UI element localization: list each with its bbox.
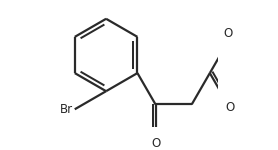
Text: O: O bbox=[225, 101, 235, 114]
Text: O: O bbox=[151, 137, 160, 150]
Text: Br: Br bbox=[60, 103, 73, 116]
Text: O: O bbox=[223, 27, 233, 40]
